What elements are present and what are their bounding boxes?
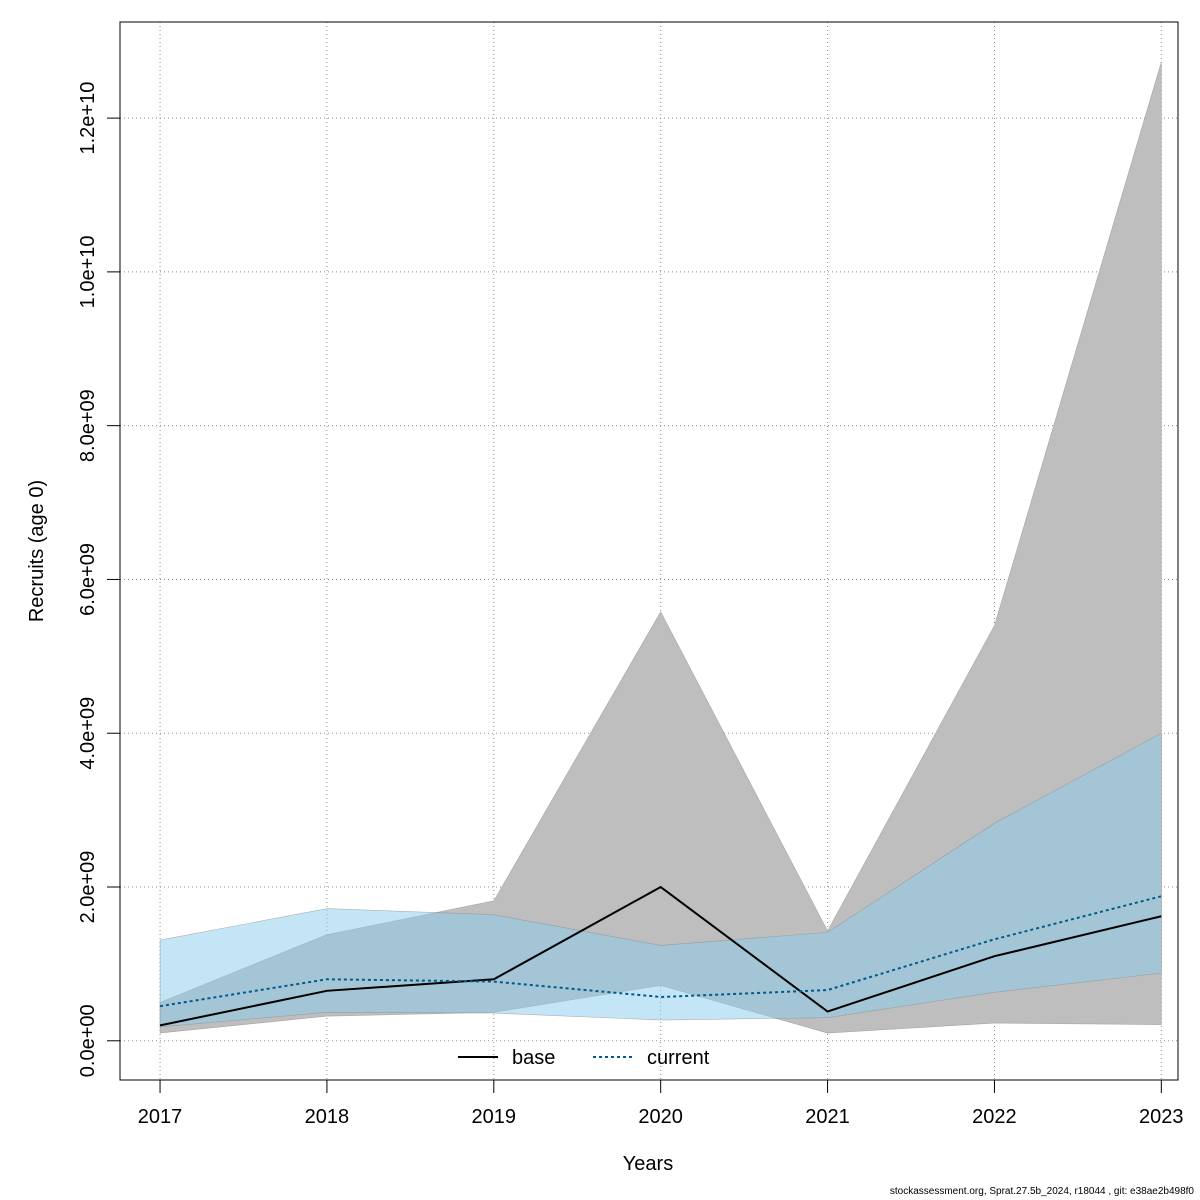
y-tick-label-2: 4.0e+09 [77,697,99,770]
confidence-bands [159,61,1162,1034]
legend-label-current: current [647,1047,710,1069]
x-tick-label-2020: 2020 [638,1106,683,1128]
y-axis: 0.0e+00 2.0e+09 4.0e+09 6.0e+09 8.0e+09 1.0e+… [77,82,121,1077]
y-tick-label-5: 1.0e+10 [77,235,99,308]
confidence-band-current [159,732,1162,1028]
x-axis-title: Years [623,1153,673,1175]
legend-label-base: base [512,1047,555,1069]
y-tick-label-0: 0.0e+00 [77,1004,99,1077]
x-tick-label-2017: 2017 [138,1106,183,1128]
legend: base current [458,1047,710,1069]
y-tick-label-3: 6.0e+09 [77,543,99,616]
y-axis-title: Recruits (age 0) [26,480,48,622]
x-tick-label-2023: 2023 [1139,1106,1184,1128]
y-tick-label-6: 1.2e+10 [77,82,99,155]
x-tick-label-2019: 2019 [472,1106,517,1128]
y-tick-label-4: 8.0e+09 [77,389,99,462]
series-line-base [159,885,1162,1027]
confidence-band-base [159,61,1162,1034]
x-tick-label-2022: 2022 [972,1106,1017,1128]
series-line-current [159,895,1162,1008]
x-axis: 2017 2018 2019 2020 2021 2022 2023 [138,1079,1184,1128]
x-tick-label-2018: 2018 [305,1106,350,1128]
x-tick-label-2021: 2021 [805,1106,850,1128]
y-tick-label-1: 2.0e+09 [77,851,99,924]
footer-credit: stockassessment.org, Sprat.27.5b_2024, r… [889,1186,1194,1197]
series-lines [159,885,1162,1027]
